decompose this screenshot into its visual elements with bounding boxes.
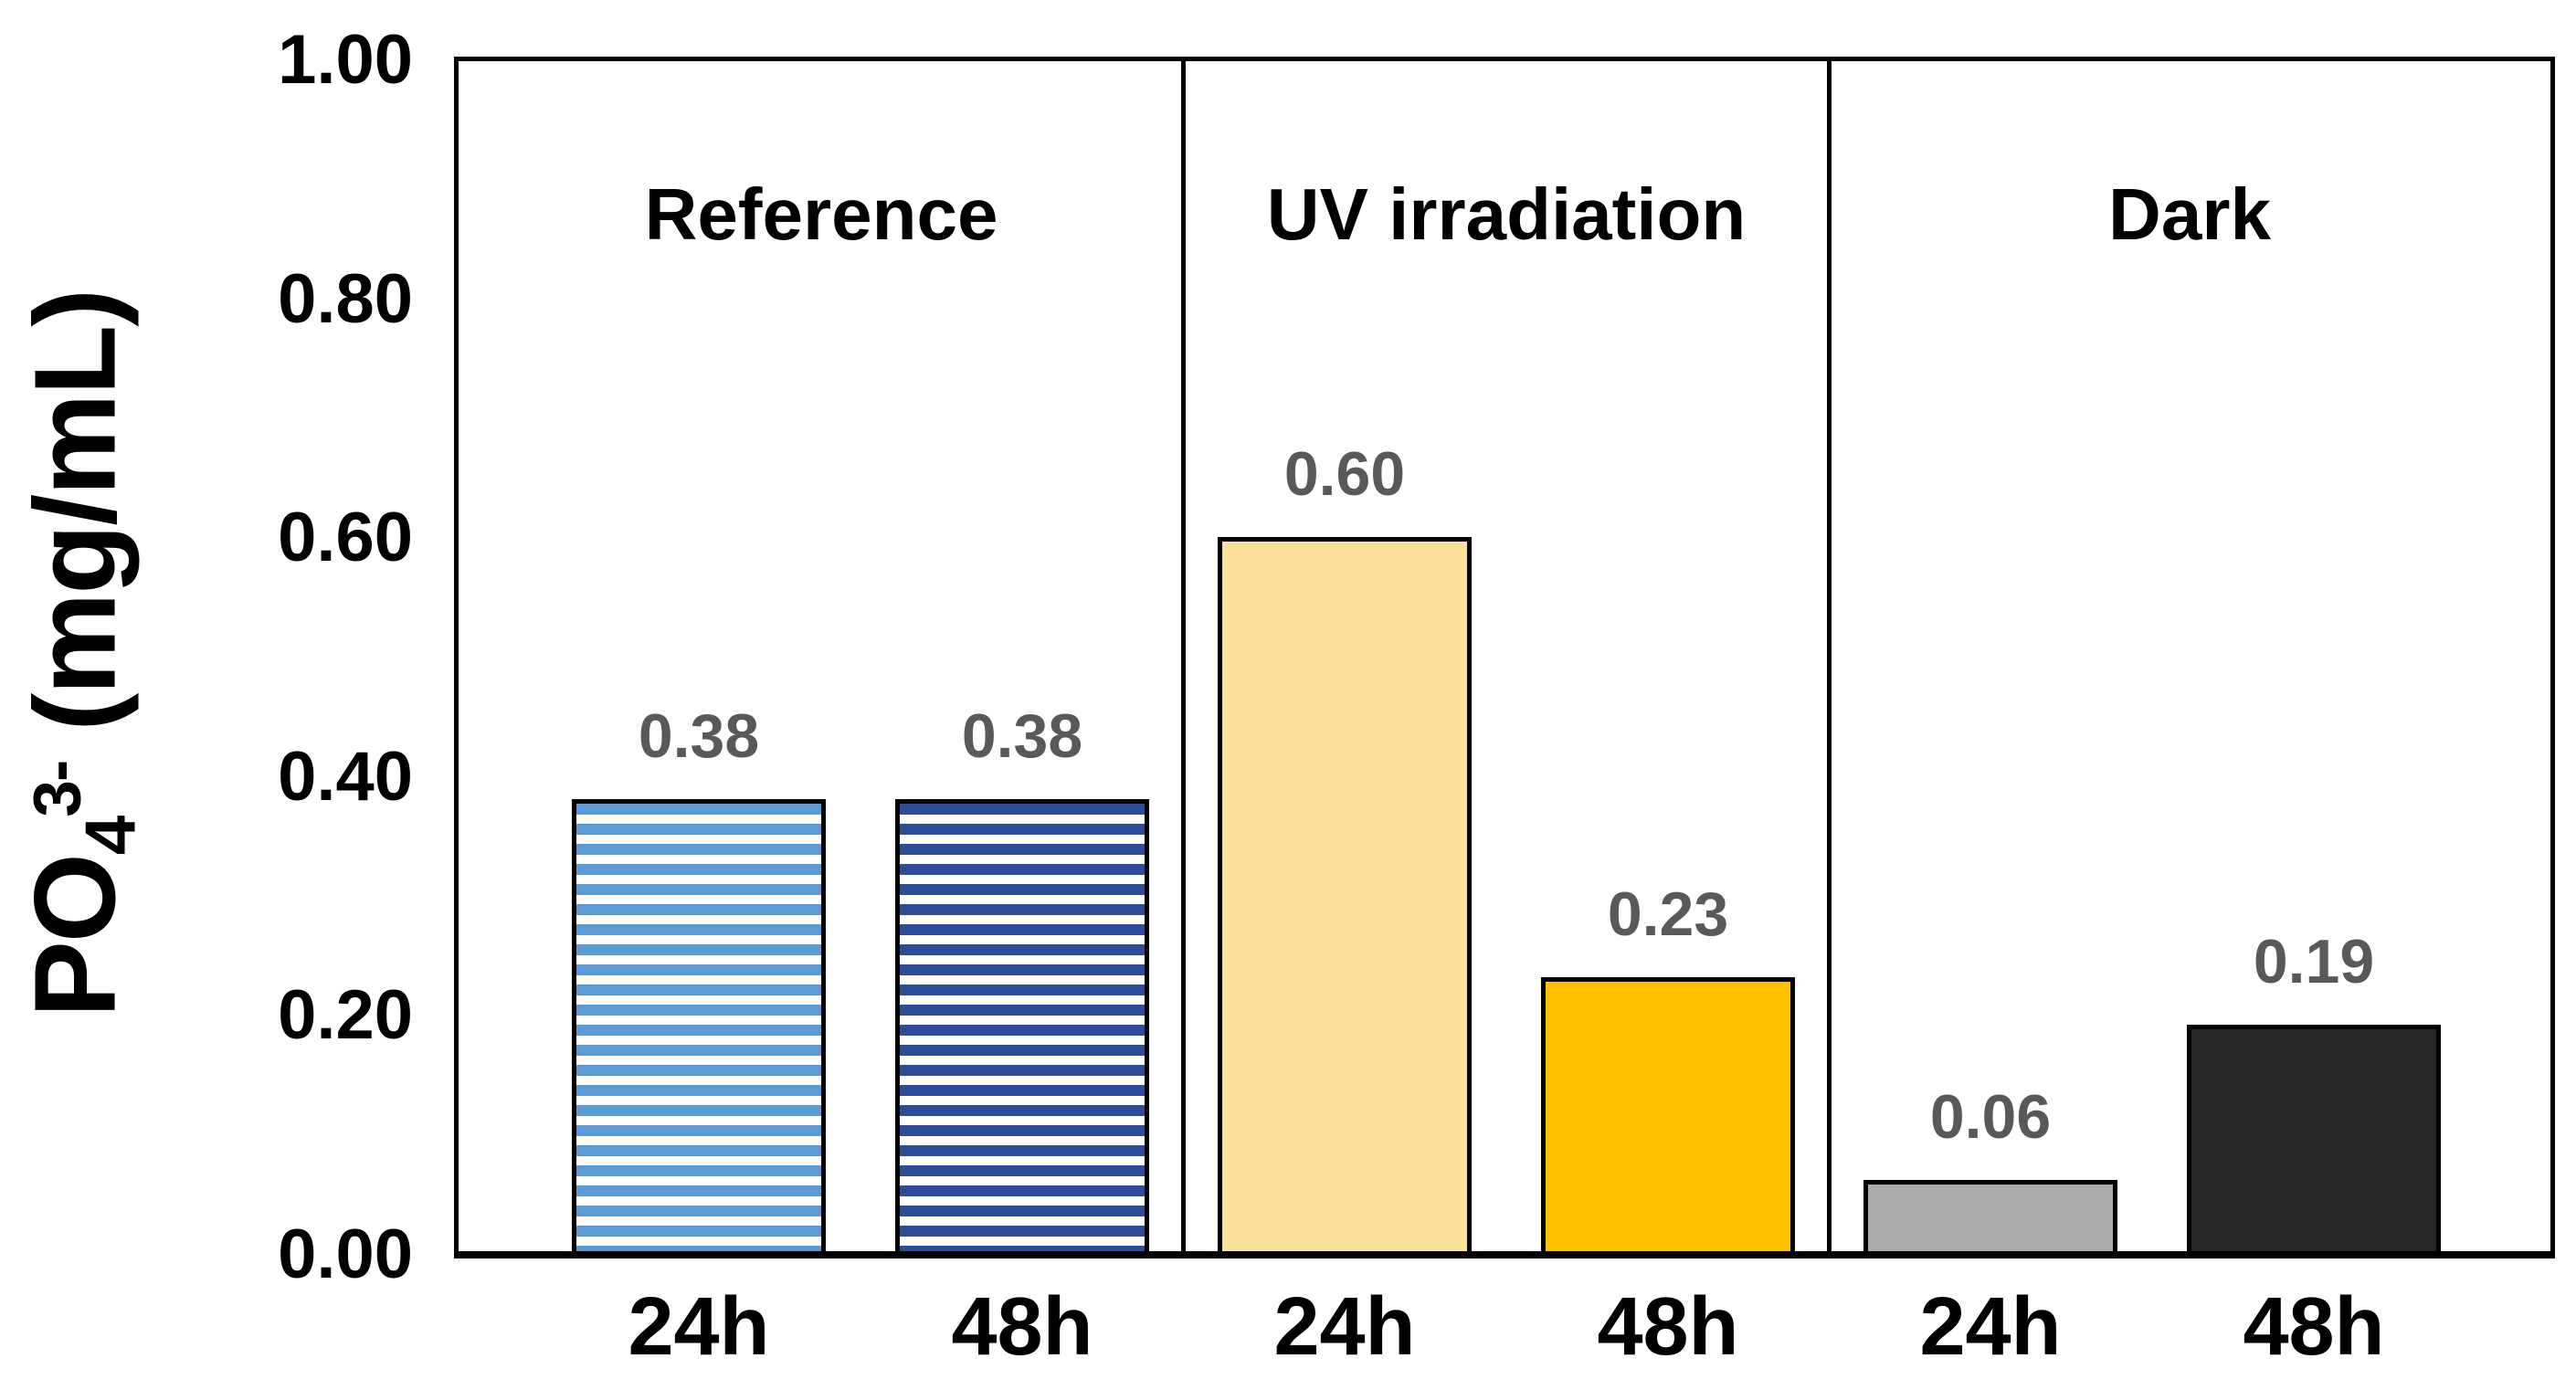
bar-dark-24h: 0.06 [1863,1082,2117,1251]
bar-value-label: 0.06 [1929,1082,2052,1152]
bar-uv-irradiation-48h: 0.23 [1541,879,1795,1251]
x-tick-label: 24h [1919,1281,2062,1373]
panel-title-uv-irradiation: UV irradiation [1266,174,1747,255]
panel-title-dark: Dark [2108,174,2271,255]
x-tick-label: 24h [1273,1281,1416,1373]
y-tick-label: 0.80 [278,259,413,338]
y-tick-label: 0.00 [278,1216,413,1293]
x-tick-label: 24h [628,1281,770,1373]
bar-reference-24h: 0.38 [572,701,826,1251]
bar-value-label: 0.38 [638,701,760,771]
bar-value-label: 0.60 [1283,439,1406,509]
panel-title-reference: Reference [644,174,998,255]
bar-value-label: 0.23 [1607,879,1729,949]
bar-uv-irradiation-24h: 0.60 [1218,439,1472,1251]
y-tick-label: 0.40 [278,737,413,816]
bar-reference-48h: 0.38 [895,701,1149,1251]
x-tick-label: 48h [1597,1281,1739,1373]
y-tick-label: 1.00 [278,21,413,99]
plot-area: 0.38 0.38 0.60 0.23 0.06 0.19 Reference UV irra… [454,57,2555,1258]
bar-value-label: 0.19 [2253,927,2375,996]
panel-divider [1181,61,1186,1251]
bar-dark-48h: 0.19 [2187,927,2441,1251]
plot-inner: 0.38 0.38 0.60 0.23 0.06 0.19 Reference UV irra… [459,61,2550,1251]
y-tick-label: 0.20 [278,976,413,1055]
y-tick-label: 0.60 [278,499,413,577]
x-tick-label: 48h [2243,1281,2385,1373]
bar-value-label: 0.38 [961,701,1083,771]
x-tick-label: 48h [951,1281,1093,1373]
y-axis-tick-labels: 1.00 0.80 0.60 0.40 0.20 0.00 [0,21,413,1293]
panel-divider [1827,61,1832,1251]
